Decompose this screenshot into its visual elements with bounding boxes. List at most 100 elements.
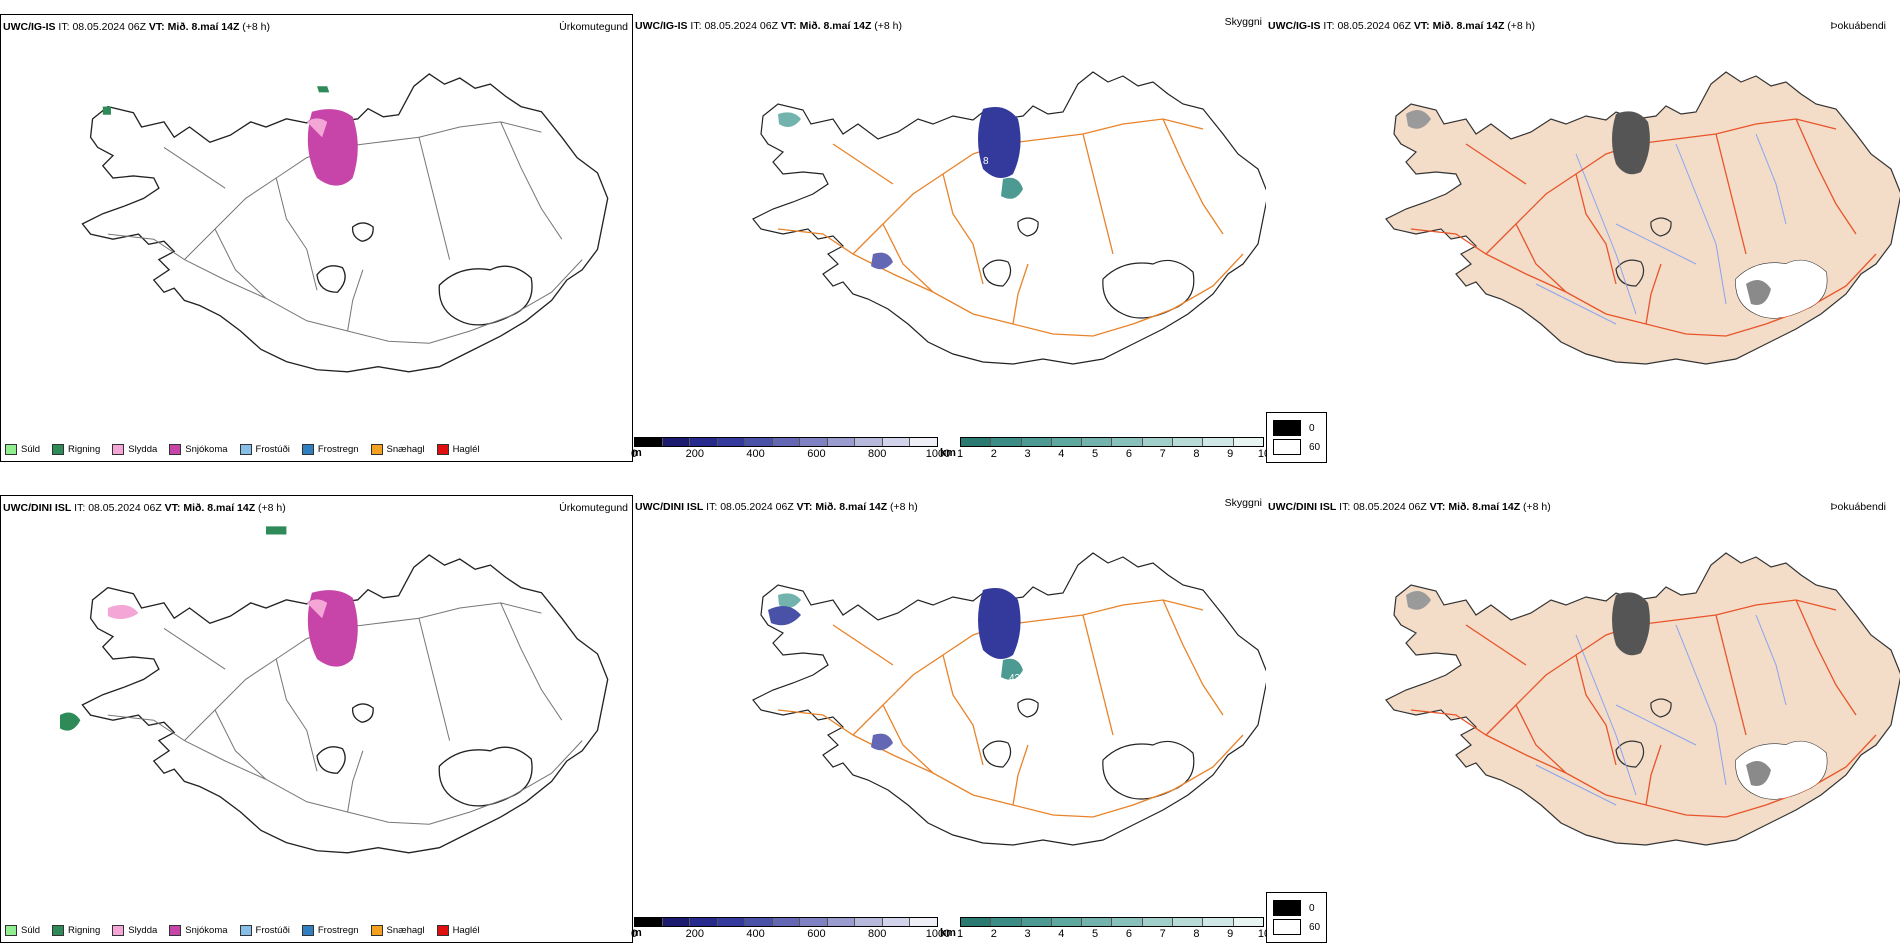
scale-swatch <box>772 438 801 446</box>
scale-swatch <box>1173 918 1204 926</box>
low-ceiling-area <box>871 252 893 270</box>
scale-swatch <box>800 918 828 926</box>
panel-label: Úrkomutegund <box>559 502 628 514</box>
scale-tick-label: 5 <box>1092 928 1099 940</box>
legend-label: Haglél <box>452 925 480 936</box>
panel-title: UWC/IG-IS IT: 08.05.2024 06Z VT: Mið. 8.… <box>1268 20 1536 32</box>
precip-legend-item: Frostregn <box>301 444 359 455</box>
legend-swatch <box>370 444 383 455</box>
scale-swatch <box>717 918 746 926</box>
scale-swatch <box>961 918 992 926</box>
legend-swatch <box>52 925 65 936</box>
scale-swatch <box>1112 918 1143 926</box>
iceland-map <box>59 526 609 854</box>
legend-swatch <box>169 444 182 455</box>
precip-legend-item: Snjókoma <box>169 444 228 455</box>
legend-label: 60 <box>1309 441 1321 453</box>
scale-tick-label: 2 <box>990 448 997 460</box>
low-ceiling-area <box>978 106 1021 178</box>
legend-swatch <box>1273 900 1301 916</box>
scale-tick-label: 2 <box>990 928 997 940</box>
ceiling-panel-2: UWC/DINI ISL IT: 08.05.2024 06Z VT: Mið.… <box>633 495 1266 943</box>
fog-legend-2: 0 60 <box>1266 892 1328 943</box>
precip-legend-item: Haglél <box>436 444 480 455</box>
fog-area <box>1612 111 1650 175</box>
fog-area <box>1746 761 1771 786</box>
legend-label: Frostúði <box>255 444 290 455</box>
map-value-label: 434 <box>1009 673 1026 684</box>
sleet-area <box>306 118 328 138</box>
legend-swatch <box>5 444 17 455</box>
fog-area <box>1406 591 1431 610</box>
scale-swatch <box>1021 918 1052 926</box>
scale-swatch <box>690 918 718 926</box>
scale-tick-label: 3 <box>1024 928 1031 940</box>
legend-label: Frostregn <box>317 925 359 936</box>
scale-tick-label: 7 <box>1159 928 1166 940</box>
low-ceiling-area <box>768 606 801 626</box>
low-visibility-area <box>778 593 801 609</box>
scale-swatch <box>745 918 773 926</box>
scale-swatch <box>855 438 883 446</box>
scale-tick-label: 200 <box>685 928 704 940</box>
precip-legend-item: Súld <box>5 444 40 455</box>
scale-swatch <box>1142 918 1174 926</box>
fog-panel-2: UWC/DINI ISL IT: 08.05.2024 06Z VT: Mið.… <box>1266 495 1900 943</box>
scale-tick-label: 7 <box>1159 448 1166 460</box>
precip-legend-item: Slydda <box>112 444 157 455</box>
scale-tick-label: 1 <box>956 448 964 460</box>
legend-label: Súld <box>21 444 41 455</box>
scale-swatch <box>662 918 691 926</box>
legend-label: Súld <box>21 925 41 936</box>
scale-tick-label: 1000 <box>925 448 951 460</box>
legend-label: Slydda <box>128 444 158 455</box>
iceland-map <box>81 73 609 373</box>
scale-swatch <box>717 438 746 446</box>
sleet-area <box>306 599 328 619</box>
fog-area <box>1406 110 1431 129</box>
scale-swatch <box>1173 438 1204 446</box>
scale-swatch <box>635 918 663 926</box>
map-value-label: 8 <box>983 156 989 167</box>
low-ceiling-area <box>978 587 1021 659</box>
scale-tick-label: 800 <box>868 448 887 460</box>
legend-label: Rigning <box>68 444 101 455</box>
iceland-map: 78 8 <box>752 71 1266 365</box>
fog-legend-item: 60 <box>1273 919 1320 935</box>
scale-tick-label: 0 <box>630 928 638 940</box>
scale-swatch <box>772 918 801 926</box>
iceland-map <box>1385 71 1900 365</box>
legend-label: Snæhagl <box>386 444 425 455</box>
scale-tick-label: 200 <box>685 448 704 460</box>
scale-swatch <box>662 438 691 446</box>
scale-swatch <box>690 438 718 446</box>
precip-legend-item: Snæhagl <box>370 925 425 936</box>
legend-swatch <box>5 925 17 936</box>
legend-label: Snjókoma <box>185 925 228 936</box>
scale-swatch <box>991 438 1022 446</box>
ceiling-panel-1: UWC/IG-IS IT: 08.05.2024 06Z VT: Mið. 8.… <box>633 14 1266 462</box>
scale-swatch <box>910 438 938 446</box>
scale-swatch <box>1203 438 1234 446</box>
rain-area <box>266 526 287 535</box>
panel-title: UWC/DINI ISL IT: 08.05.2024 06Z VT: Mið.… <box>3 502 286 514</box>
visibility-scale-1: 1 2 3 4 5 6 7 8 9 10 km <box>940 437 1270 462</box>
legend-label: Haglél <box>452 444 480 455</box>
scale-tick-label: 9 <box>1227 928 1234 940</box>
panel-label: Þokuábendi <box>1830 20 1886 32</box>
panel-label: Þokuábendi <box>1830 501 1886 513</box>
precip-legend-item: Rigning <box>52 925 100 936</box>
precip-legend: Súld Rigning Slydda Snjókoma Frostúði Frostre… <box>5 925 480 936</box>
scale-tick-label: 400 <box>746 448 765 460</box>
scale-tick-label: 400 <box>746 928 765 940</box>
precip-legend-item: Snæhagl <box>370 444 425 455</box>
legend-swatch <box>112 444 125 455</box>
precip-legend-item: Snjókoma <box>169 925 228 936</box>
legend-label: Frostúði <box>255 925 290 936</box>
precip-legend-item: Rigning <box>52 444 100 455</box>
scale-swatch <box>1021 438 1052 446</box>
legend-swatch <box>436 444 449 455</box>
precip-legend-item: Haglél <box>436 925 480 936</box>
precip-legend-item: Frostúði <box>239 925 290 936</box>
legend-swatch <box>370 925 383 936</box>
